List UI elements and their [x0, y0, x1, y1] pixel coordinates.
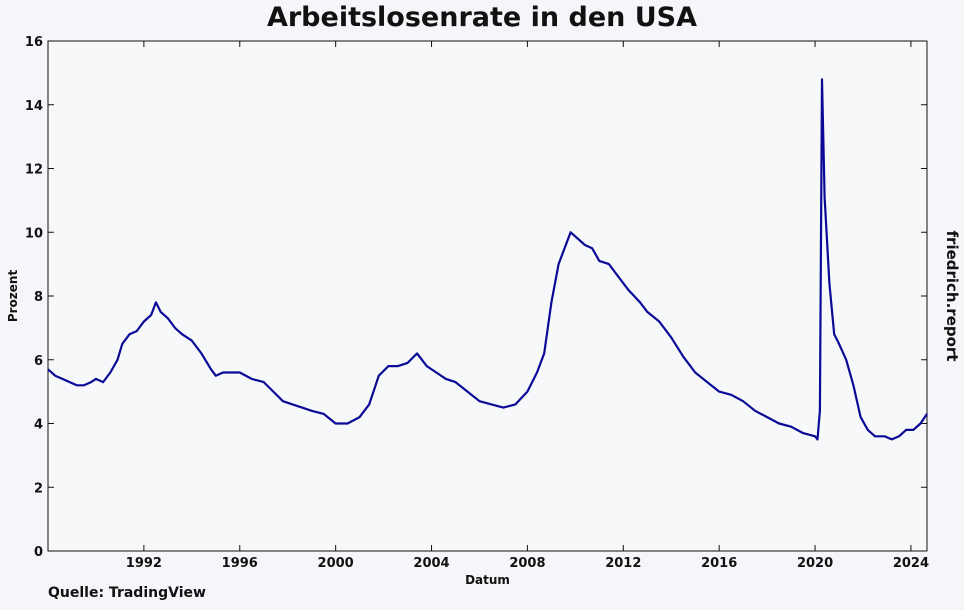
- y-tick-label: 8: [34, 290, 43, 305]
- y-tick-label: 0: [34, 545, 43, 560]
- x-axis-label: Datum: [465, 573, 510, 587]
- x-tick-label: 1992: [126, 556, 162, 571]
- y-tick-label: 6: [34, 354, 43, 369]
- y-axis-label: Prozent: [6, 270, 20, 323]
- y-tick-label: 14: [25, 99, 43, 114]
- x-tick-label: 2004: [413, 556, 449, 571]
- y-tick-label: 10: [25, 226, 43, 241]
- x-tick-label: 1996: [222, 556, 258, 571]
- x-tick-label: 2008: [509, 556, 545, 571]
- y-tick-label: 4: [34, 418, 43, 433]
- x-tick-label: 2024: [893, 556, 929, 571]
- x-tick-label: 2012: [605, 556, 641, 571]
- x-tick-label: 2000: [318, 556, 354, 571]
- plot-area: [47, 40, 928, 552]
- source-note: Quelle: TradingView: [48, 585, 206, 601]
- chart-title: Arbeitslosenrate in den USA: [266, 2, 698, 33]
- y-tick-label: 2: [34, 481, 43, 496]
- series-line-0: [47, 78, 928, 441]
- brand-side-label: friedrich.report: [943, 230, 961, 362]
- y-tick-label: 12: [25, 163, 43, 178]
- x-tick-label: 2020: [797, 556, 833, 571]
- y-tick-label: 16: [25, 35, 43, 50]
- x-tick-label: 2016: [701, 556, 737, 571]
